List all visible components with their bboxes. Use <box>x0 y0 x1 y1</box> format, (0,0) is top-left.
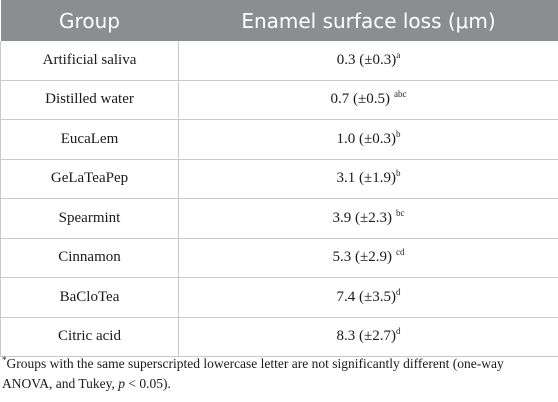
value-text: 1.0 (±0.3) <box>336 130 396 147</box>
group-cell: Artificial saliva <box>0 41 179 81</box>
significance-letters: b <box>395 168 401 179</box>
header-group: Group <box>0 0 179 41</box>
p-symbol: p <box>118 376 126 391</box>
table-row: Distilled water 0.7 (±0.5) abc <box>0 80 558 120</box>
value-cell: 7.4 (±3.5)d <box>178 277 558 318</box>
value-cell: 3.9 (±2.3) bc <box>178 198 558 239</box>
group-cell: EucaLem <box>0 119 179 160</box>
table-row: EucaLem 1.0 (±0.3)b <box>0 119 558 160</box>
table-body: Artificial saliva 0.3 (±0.3)a Distilled … <box>0 41 558 357</box>
group-cell: Cinnamon <box>0 238 179 278</box>
group-cell: BaCloTea <box>0 277 179 318</box>
table-header-row: Group Enamel surface loss (μm) <box>0 0 558 41</box>
group-cell: Citric acid <box>0 317 179 357</box>
significance-letters: a <box>396 49 401 60</box>
value-cell: 0.3 (±0.3)a <box>178 41 558 81</box>
table-row: Spearmint 3.9 (±2.3) bc <box>0 198 558 239</box>
header-enamel-surface-loss: Enamel surface loss (μm) <box>178 0 558 41</box>
significance-letters: abc <box>393 89 407 100</box>
value-cell: 5.3 (±2.9) cd <box>178 238 558 278</box>
table-footnote: *Groups with the same superscripted lowe… <box>2 354 554 394</box>
value-cell: 0.7 (±0.5) abc <box>178 80 558 120</box>
footnote-text: Groups with the same superscripted lower… <box>2 356 504 391</box>
value-text: 0.7 (±0.5) <box>330 91 390 108</box>
value-cell: 8.3 (±2.7)d <box>178 317 558 357</box>
value-text: 3.9 (±2.3) <box>332 209 392 226</box>
value-text: 5.3 (±2.9) <box>332 249 392 266</box>
value-cell: 3.1 (±1.9)b <box>178 159 558 199</box>
table-row: Artificial saliva 0.3 (±0.3)a <box>0 41 558 81</box>
table-row: Citric acid 8.3 (±2.7)d <box>0 317 558 357</box>
results-table-container: Group Enamel surface loss (μm) Artificia… <box>0 0 558 357</box>
table-row: BaCloTea 7.4 (±3.5)d <box>0 277 558 318</box>
significance-letters: d <box>395 286 401 297</box>
significance-letters: b <box>395 128 401 139</box>
significance-letters: cd <box>395 247 405 258</box>
table-row: Cinnamon 5.3 (±2.9) cd <box>0 238 558 278</box>
significance-letters: d <box>395 326 401 337</box>
value-text: 8.3 (±2.7) <box>336 328 396 345</box>
footnote-marker: * <box>2 355 7 365</box>
group-cell: Spearmint <box>0 198 179 239</box>
value-text: 7.4 (±3.5) <box>336 288 396 305</box>
enamel-loss-table: Group Enamel surface loss (μm) Artificia… <box>0 0 558 357</box>
significance-letters: bc <box>395 207 405 218</box>
table-row: GeLaTeaPep 3.1 (±1.9)b <box>0 159 558 199</box>
group-cell: GeLaTeaPep <box>0 159 179 199</box>
group-cell: Distilled water <box>0 80 179 120</box>
footnote-threshold: < 0.05). <box>125 376 171 391</box>
value-cell: 1.0 (±0.3)b <box>178 119 558 160</box>
value-text: 0.3 (±0.3) <box>336 51 397 68</box>
value-text: 3.1 (±1.9) <box>336 170 396 187</box>
